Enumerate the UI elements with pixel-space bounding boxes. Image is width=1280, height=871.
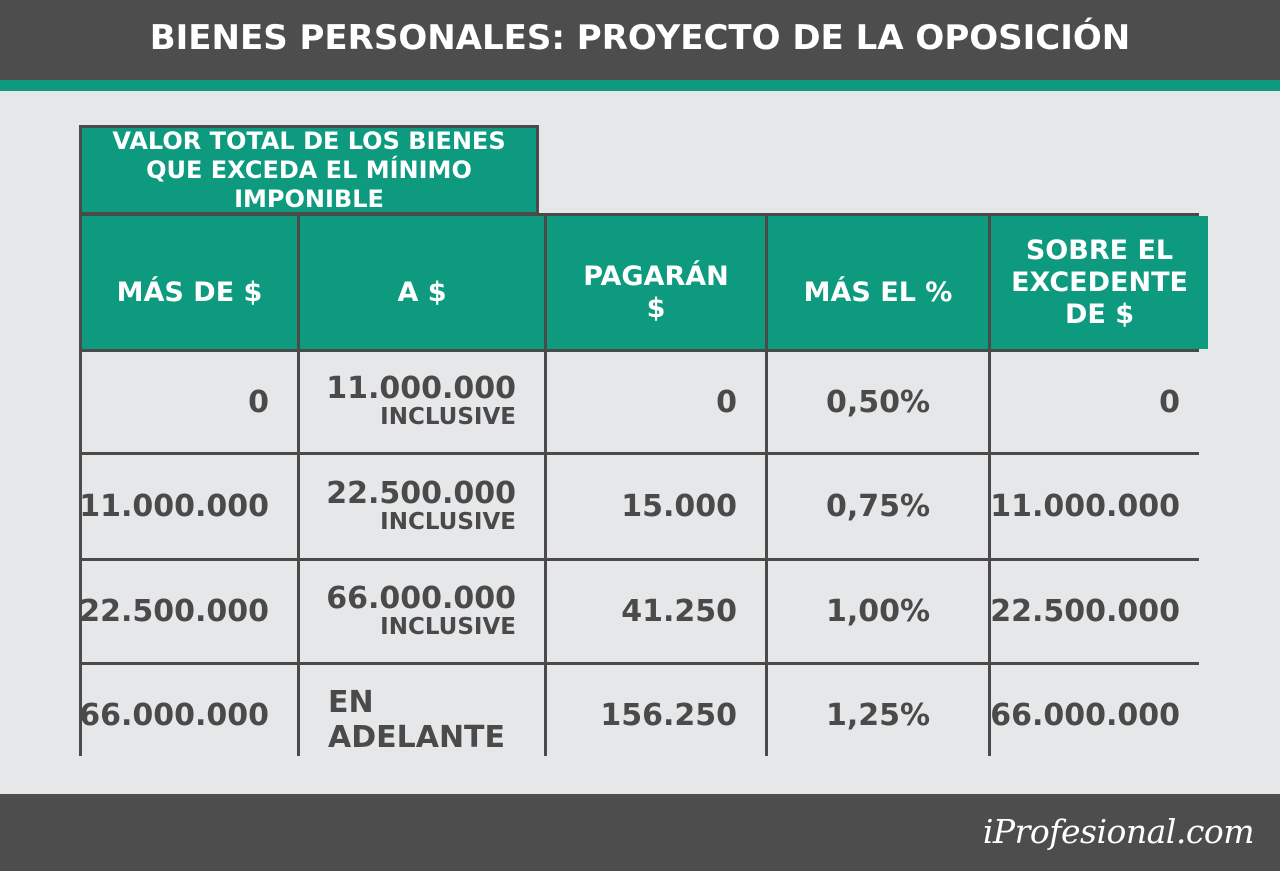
cell-a-value: 22.500.000 — [326, 475, 516, 511]
brand-logo: iProfesional.com — [982, 812, 1255, 851]
cell-a: EN ADELANTE — [300, 665, 544, 765]
cell-a-value: 11.000.000 — [326, 371, 516, 406]
cell-sobre: 66.000.000 — [990, 665, 1208, 765]
cell-a-note: INCLUSIVE — [380, 613, 516, 640]
column-header-sobre-excedente: SOBRE EL EXCEDENTE DE $ — [991, 216, 1208, 349]
cell-mas-el: 1,00% — [768, 561, 988, 662]
cell-pagaran: 0 — [547, 352, 765, 452]
cell-pagaran: 156.250 — [547, 665, 765, 765]
cell-mas-de: 22.500.000 — [79, 561, 297, 662]
footer-bar — [0, 794, 1280, 871]
cell-sobre: 0 — [991, 352, 1208, 452]
column-header-a: A $ — [300, 216, 544, 349]
cell-a: 11.000.000 INCLUSIVE — [300, 352, 544, 452]
cell-a-note: INCLUSIVE — [380, 508, 516, 535]
cell-pagaran: 15.000 — [547, 455, 765, 558]
cell-sobre: 11.000.000 — [990, 455, 1208, 558]
cell-a: 22.500.000 INCLUSIVE — [300, 455, 544, 558]
cell-pagaran: 41.250 — [547, 561, 765, 662]
cell-mas-de: 11.000.000 — [79, 455, 297, 558]
column-header-mas-el: MÁS EL % — [768, 216, 988, 349]
accent-stripe — [0, 80, 1280, 91]
cell-mas-el: 1,25% — [768, 665, 988, 765]
title-bar: BIENES PERSONALES: PROYECTO DE LA OPOSIC… — [0, 0, 1280, 80]
page-title: BIENES PERSONALES: PROYECTO DE LA OPOSIC… — [149, 18, 1131, 58]
cell-mas-de: 0 — [82, 352, 297, 452]
column-header-mas-de: MÁS DE $ — [82, 216, 297, 349]
cell-a-value: 66.000.000 — [326, 580, 516, 616]
cell-mas-el: 0,75% — [768, 455, 988, 558]
column-header-pagaran: PAGARÁN $ — [547, 216, 765, 349]
tax-table: MÁS DE $ A $ PAGARÁN $ MÁS EL % SOBRE EL… — [79, 213, 1208, 765]
cell-mas-el: 0,50% — [768, 352, 988, 452]
cell-a: 66.000.000 INCLUSIVE — [300, 561, 544, 662]
cell-mas-de: 66.000.000 — [79, 665, 297, 765]
table-group-header: VALOR TOTAL DE LOS BIENES QUE EXCEDA EL … — [79, 125, 539, 215]
cell-a-note: INCLUSIVE — [380, 404, 516, 430]
cell-sobre: 22.500.000 — [990, 561, 1208, 662]
